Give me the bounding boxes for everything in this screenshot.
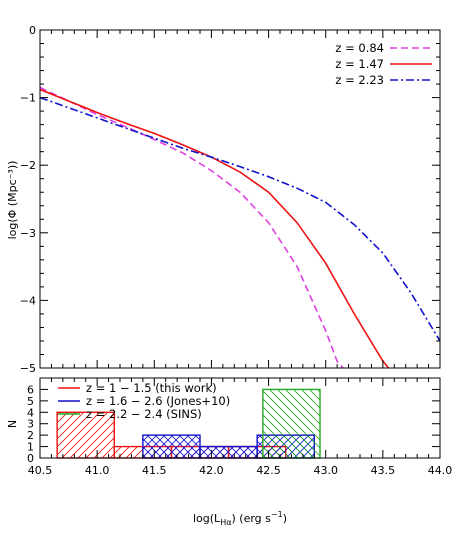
hist-y-tick-label: 4 <box>27 406 34 419</box>
lf-y-tick-label: 0 <box>29 24 36 37</box>
lf-series-line-1 <box>40 88 390 368</box>
lf-legend-label-1: z = 1.47 <box>335 57 384 71</box>
lf-y-axis-label: log(Φ (Mpc⁻³)) <box>6 161 19 240</box>
hist-x-tick-label: 42.5 <box>256 464 281 477</box>
hist-x-tick-label: 41.5 <box>142 464 167 477</box>
hist-legend-label-0: z = 1 − 1.5 (this work) <box>86 381 217 395</box>
lf-y-tick-label: −4 <box>20 294 36 307</box>
xlabel-sup: −1 <box>271 510 283 519</box>
lf-legend: z = 0.84 z = 1.47 z = 2.23 <box>335 41 432 87</box>
hist-bar-s1-b0 <box>142 434 201 459</box>
hist-legend-label-2: z = 2.2 − 2.4 (SINS) <box>86 407 202 421</box>
hist-x-tick-label: 40.5 <box>28 464 53 477</box>
xlabel-sub: Hα <box>220 518 231 527</box>
lf-y-tick-labels: −5 −4 −3 −2 −1 0 <box>20 24 36 375</box>
hist-legend-label-1: z = 1.6 − 2.6 (Jones+10) <box>86 394 230 408</box>
lf-ticks <box>39 29 441 369</box>
lf-series-line-0 <box>40 86 344 368</box>
hist-bar-s0-b0 <box>56 411 115 459</box>
lf-series-line-2 <box>40 96 440 344</box>
hist-bar-s2-b0 <box>262 388 321 459</box>
hist-x-tick-label: 43.5 <box>371 464 396 477</box>
luminosity-function-panel: −5 −4 −3 −2 −1 0 log(Φ (Mpc⁻³)) z = 0.84 z = 1… <box>6 24 441 375</box>
hist-x-tick-labels: 40.5 41.0 41.5 42.0 42.5 43.0 43.5 44.0 <box>28 464 453 477</box>
xlabel-pre: log(L <box>193 512 221 525</box>
hist-plot-frame <box>39 377 441 459</box>
hist-y-axis-label: N <box>6 420 19 428</box>
hist-x-axis-label: log(LHα) (erg s−1) <box>193 510 287 527</box>
lf-legend-label-0: z = 0.84 <box>335 41 384 55</box>
hist-x-tick-label: 44.0 <box>428 464 453 477</box>
hist-x-tick-label: 41.0 <box>85 464 110 477</box>
hist-y-tick-label: 0 <box>27 452 34 465</box>
lf-y-tick-label: −2 <box>20 159 36 172</box>
hist-y-tick-label: 2 <box>27 429 34 442</box>
hist-bars <box>56 388 321 459</box>
hist-legend: z = 1 − 1.5 (this work)z = 1.6 − 2.6 (Jo… <box>58 381 230 421</box>
lf-y-tick-label: −3 <box>20 227 36 240</box>
lf-curves <box>40 86 440 368</box>
hist-x-tick-label: 42.0 <box>199 464 224 477</box>
lf-y-tick-label: −5 <box>20 362 36 375</box>
xlabel-mid: ) (erg s <box>232 512 272 525</box>
hist-y-tick-label: 3 <box>27 418 34 431</box>
hist-y-tick-label: 1 <box>27 441 34 454</box>
xlabel-post: ) <box>283 512 287 525</box>
hist-x-tick-label: 43.0 <box>313 464 338 477</box>
lf-plot-frame <box>39 29 441 369</box>
hist-bar-s1-b1 <box>199 445 258 459</box>
lf-y-tick-label: −1 <box>20 92 36 105</box>
hist-y-tick-label: 5 <box>27 395 34 408</box>
lf-legend-label-2: z = 2.23 <box>335 73 384 87</box>
hist-y-tick-label: 6 <box>27 383 34 396</box>
hist-ticks <box>39 378 441 459</box>
